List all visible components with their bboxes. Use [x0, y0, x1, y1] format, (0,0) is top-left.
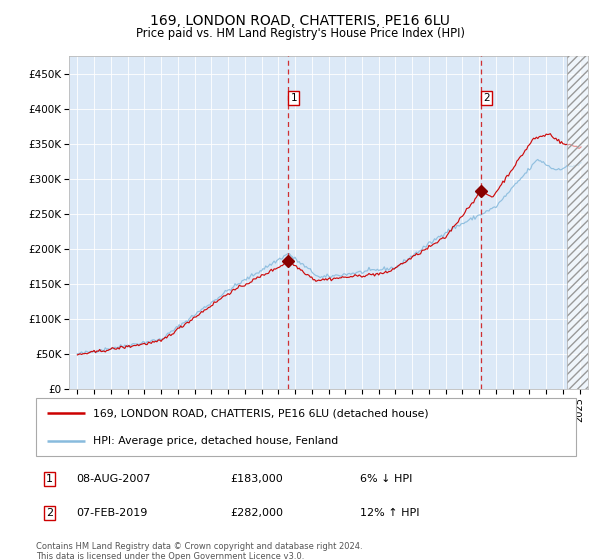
- Text: 1: 1: [46, 474, 53, 484]
- Text: HPI: Average price, detached house, Fenland: HPI: Average price, detached house, Fenl…: [92, 436, 338, 446]
- Text: £183,000: £183,000: [230, 474, 283, 484]
- Text: 169, LONDON ROAD, CHATTERIS, PE16 6LU: 169, LONDON ROAD, CHATTERIS, PE16 6LU: [150, 14, 450, 28]
- Text: 1: 1: [290, 93, 297, 103]
- Text: 6% ↓ HPI: 6% ↓ HPI: [360, 474, 412, 484]
- Text: 12% ↑ HPI: 12% ↑ HPI: [360, 508, 419, 519]
- Text: 169, LONDON ROAD, CHATTERIS, PE16 6LU (detached house): 169, LONDON ROAD, CHATTERIS, PE16 6LU (d…: [92, 408, 428, 418]
- Text: 08-AUG-2007: 08-AUG-2007: [77, 474, 151, 484]
- Text: £282,000: £282,000: [230, 508, 283, 519]
- Text: 2: 2: [483, 93, 490, 103]
- Text: Price paid vs. HM Land Registry's House Price Index (HPI): Price paid vs. HM Land Registry's House …: [136, 27, 464, 40]
- Text: 2: 2: [46, 508, 53, 519]
- Bar: [567, 39, 588, 389]
- FancyBboxPatch shape: [36, 398, 576, 456]
- Bar: [567, 39, 588, 389]
- Text: 07-FEB-2019: 07-FEB-2019: [77, 508, 148, 519]
- Text: Contains HM Land Registry data © Crown copyright and database right 2024.
This d: Contains HM Land Registry data © Crown c…: [36, 542, 362, 560]
